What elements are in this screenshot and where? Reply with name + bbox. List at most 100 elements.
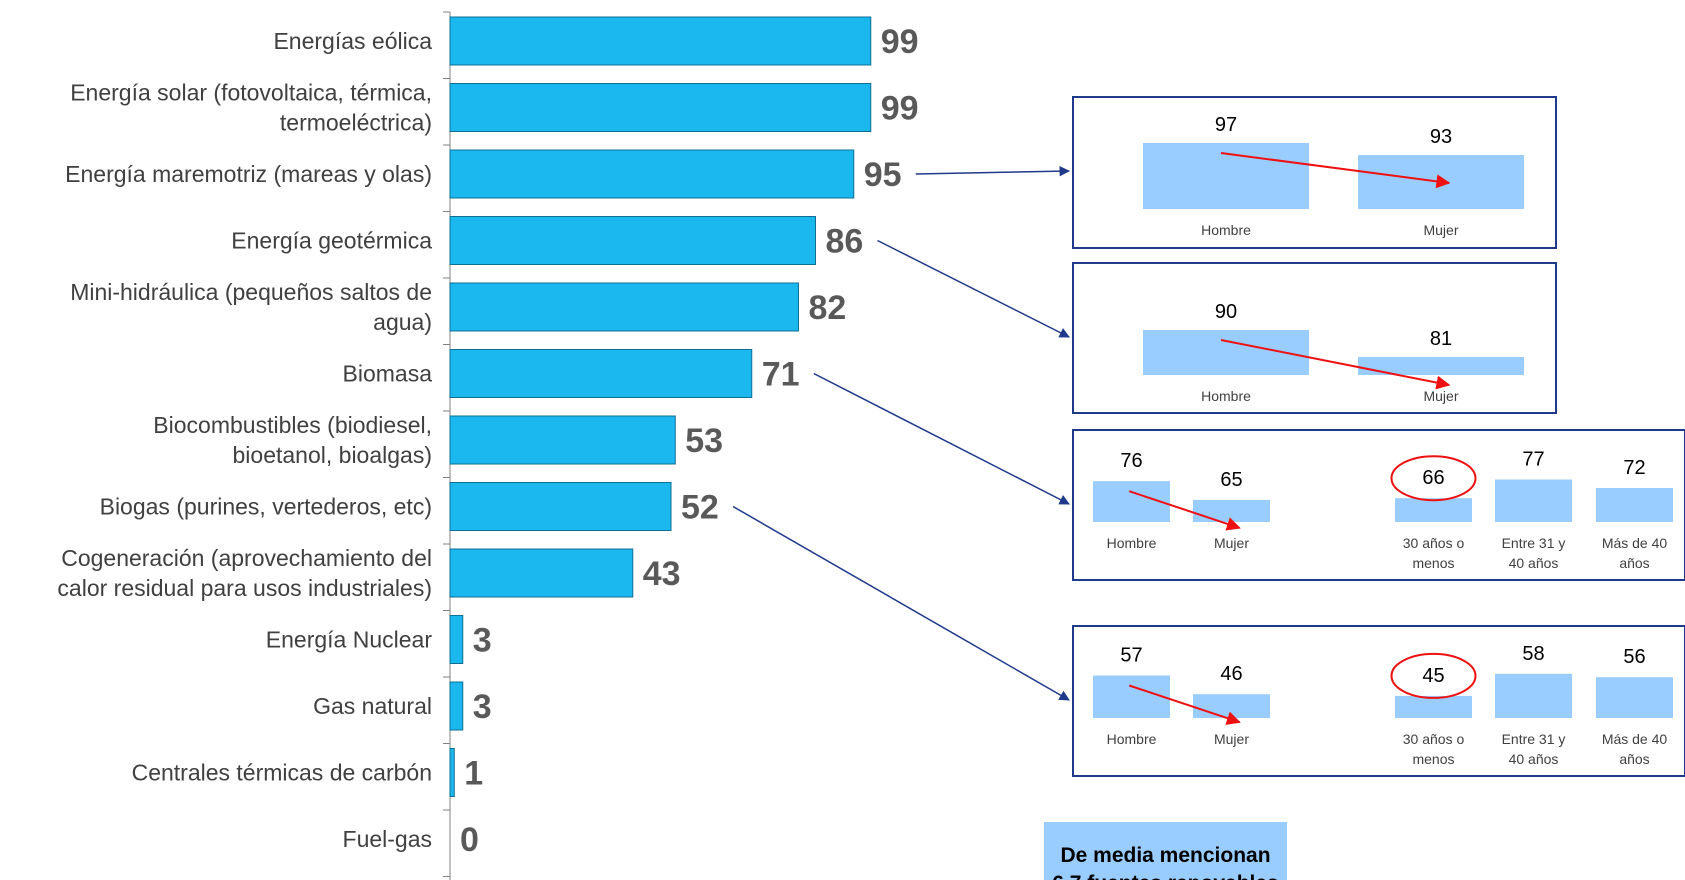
category-label: Gas natural (313, 693, 432, 719)
data-label: 53 (685, 422, 723, 460)
inset-category-label: Hombre (1107, 535, 1157, 551)
category-label: Energías eólica (273, 28, 432, 54)
data-label: 95 (864, 156, 902, 194)
inset-category-label: Hombre (1201, 222, 1251, 238)
data-label: 0 (460, 821, 479, 859)
data-label: 1 (464, 755, 483, 793)
inset-value-label: 97 (1215, 114, 1237, 136)
inset-bar (1193, 694, 1270, 718)
trend-arrow (1220, 152, 1451, 189)
inset-value-label: 46 (1220, 663, 1242, 685)
inset-value-label: 57 (1120, 645, 1142, 667)
category-label: agua) (373, 309, 432, 335)
inset-bar (1495, 673, 1572, 718)
connector-arrow (813, 372, 1070, 505)
bar (449, 349, 753, 398)
inset-bar (1395, 498, 1472, 522)
inset-category-label: Mujer (1214, 731, 1249, 747)
inset-category-label: menos (1412, 555, 1454, 571)
category-label: Energía Nuclear (266, 627, 433, 653)
bar (449, 681, 464, 731)
category-label: Energía maremotriz (mareas y olas) (65, 161, 432, 187)
inset-bar (1193, 499, 1270, 522)
inset-category-label: Entre 31 y (1502, 731, 1566, 747)
highlight-circle (1390, 652, 1477, 699)
data-label: 52 (681, 489, 719, 527)
data-label: 99 (881, 23, 919, 61)
category-label: Energía solar (fotovoltaica, térmica, (70, 80, 432, 106)
inset-value-label: 65 (1220, 469, 1242, 491)
connector-arrow (732, 505, 1070, 701)
inset-value-label: 77 (1522, 449, 1544, 471)
summary-note: De media mencionan 6,7 fuentes renovable… (1044, 822, 1287, 880)
category-label: Energía geotérmica (231, 228, 432, 254)
inset-bar (1395, 695, 1472, 718)
bar (449, 548, 634, 598)
category-label: Fuel-gas (343, 826, 432, 852)
inset-category-label: Hombre (1107, 731, 1157, 747)
category-label: calor residual para usos industriales) (57, 575, 432, 601)
inset-panel-1: 97 Hombre 93 Mujer (1072, 96, 1557, 249)
bar (449, 16, 872, 66)
inset-value-label: 72 (1623, 457, 1645, 479)
trend-arrow (1128, 490, 1241, 531)
category-label: Biomasa (343, 361, 433, 387)
data-label: 82 (809, 289, 847, 327)
bar (449, 149, 855, 199)
inset-category-label: años (1619, 751, 1649, 767)
connector-arrow (877, 239, 1070, 338)
inset-value-label: 81 (1430, 328, 1452, 350)
inset-value-label: 93 (1430, 126, 1452, 148)
inset-category-label: Mujer (1423, 222, 1458, 238)
inset-bar (1596, 488, 1673, 522)
category-label: Mini-hidráulica (pequeños saltos de (70, 279, 432, 305)
inset-category-label: 30 años o (1403, 535, 1465, 551)
bar (449, 482, 672, 531)
inset-frame (1072, 429, 1685, 581)
inset-category-label: años (1619, 555, 1649, 571)
inset-bar (1093, 481, 1170, 522)
inset-category-label: Mujer (1423, 388, 1458, 404)
bar (449, 615, 464, 664)
summary-note-text: De media mencionan 6,7 fuentes renovable… (1052, 844, 1278, 880)
bar (449, 216, 816, 265)
inset-value-label: 90 (1215, 301, 1237, 323)
bar (449, 748, 455, 797)
data-label: 3 (473, 688, 492, 726)
inset-category-label: Más de 40 (1602, 535, 1668, 551)
inset-category-label: Mujer (1214, 535, 1249, 551)
inset-category-label: 40 años (1509, 555, 1559, 571)
inset-category-label: Hombre (1201, 388, 1251, 404)
category-label: Centrales térmicas de carbón (132, 760, 432, 786)
data-label: 3 (473, 622, 492, 660)
bar (449, 282, 799, 332)
category-label: Cogeneración (aprovechamiento del (61, 545, 432, 571)
inset-bar (1358, 357, 1524, 375)
highlight-circle (1390, 455, 1477, 502)
data-label: 71 (762, 356, 800, 394)
bar (449, 83, 872, 132)
inset-category-label: menos (1412, 751, 1454, 767)
data-label: 86 (826, 223, 864, 261)
inset-bar (1495, 479, 1572, 522)
data-label: 43 (643, 555, 681, 593)
category-label: termoeléctrica) (280, 110, 432, 136)
inset-panel-4: 57 Hombre 46 Mujer 45 30 años o menos 58 Entre 3… (1072, 625, 1685, 777)
inset-value-label: 76 (1120, 450, 1142, 472)
inset-bar (1093, 675, 1170, 718)
inset-value-label: 58 (1522, 643, 1544, 665)
bar (449, 415, 676, 465)
inset-value-label: 45 (1422, 665, 1444, 687)
inset-category-label: 40 años (1509, 751, 1559, 767)
trend-arrow (1128, 684, 1241, 725)
trend-arrow (1220, 339, 1451, 390)
inset-category-label: Entre 31 y (1502, 535, 1566, 551)
inset-value-label: 66 (1422, 467, 1444, 489)
inset-value-label: 56 (1623, 646, 1645, 668)
inset-category-label: 30 años o (1403, 731, 1465, 747)
inset-panel-3: 76 Hombre 65 Mujer 66 30 años o menos 77 Entre 3… (1072, 429, 1685, 581)
category-label: Biogas (purines, vertederos, etc) (100, 494, 432, 520)
category-label: Biocombustibles (biodiesel, (153, 412, 432, 438)
connector-arrow (915, 165, 1071, 177)
